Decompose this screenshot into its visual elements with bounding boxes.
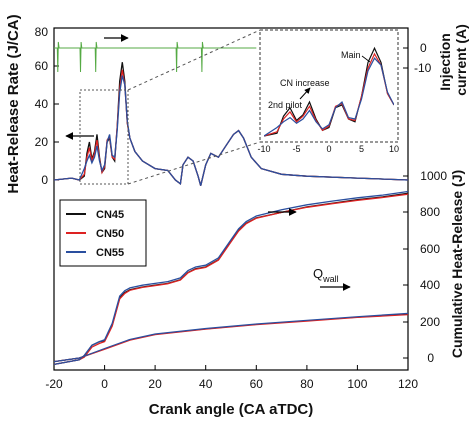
cn-increase-arrow [299, 87, 311, 100]
legend-label-cn45: CN45 [96, 209, 124, 221]
left-tick-label: 20 [35, 135, 49, 149]
inset-x-tick-label: 5 [359, 144, 364, 154]
inset-annotation-main-pointer [361, 55, 371, 63]
x-axis-title: Crank angle (CA aTDC) [149, 401, 313, 418]
inset-plot [264, 46, 394, 137]
inset: -10 -5 0 5 10 Main CN increase 2nd pilot [257, 29, 399, 154]
plot-area [54, 41, 408, 366]
hrr-line-cn55 [54, 75, 408, 186]
x-tick-label: 60 [250, 377, 264, 391]
inset-line-cn55 [264, 57, 394, 137]
right-top-axis-title-line1: Injection [437, 33, 453, 91]
left-tick-label: 40 [35, 97, 49, 111]
inset-annotation-main: Main [341, 50, 361, 60]
legend-label-cn55: CN55 [96, 247, 124, 259]
right-top-axis-title-line2: current (A) [453, 24, 469, 96]
injection-current-line [54, 41, 257, 73]
x-tick-label: -20 [45, 377, 63, 391]
left-tick-label: 0 [41, 173, 48, 187]
qwall-line-cn55 [54, 312, 408, 363]
zoom-region [79, 89, 129, 185]
x-tick-label: 40 [199, 377, 213, 391]
zoom-connector [127, 141, 261, 185]
right-bottom-tick-label: 800 [420, 205, 440, 219]
x-tick-label: 100 [347, 377, 367, 391]
right-top-tick-label: -10 [414, 61, 432, 75]
right-bottom-tick-label: 0 [427, 351, 434, 365]
right-bottom-tick-label: 200 [420, 315, 440, 329]
left-axis: 0 20 40 60 80 Heat-Release Rate (J/CA) [5, 14, 59, 194]
right-top-tick-label: 0 [420, 41, 427, 55]
x-tick-label: 20 [148, 377, 162, 391]
inset-annotation-cn-increase: CN increase [280, 78, 330, 88]
qwall-label-q: Q [313, 266, 323, 281]
inset-x-tick-label: -10 [257, 144, 270, 154]
left-tick-label: 60 [35, 59, 49, 73]
right-top-axis: 0 -10 Injection current (A) [403, 24, 469, 96]
qwall-label: Qwall [313, 266, 339, 284]
qwall-line-cn50 [54, 314, 408, 363]
inset-x-tick-label: 10 [389, 144, 399, 154]
right-bottom-axis: 0 200 400 600 800 1000 Cumulative Heat-R… [403, 169, 465, 365]
right-bottom-tick-label: 600 [420, 242, 440, 256]
plot-frame [53, 27, 409, 371]
inset-x-tick-label: -5 [292, 144, 300, 154]
inset-annotation-2nd-pilot: 2nd pilot [268, 100, 303, 110]
right-top-axis-title: Injection current (A) [437, 24, 469, 96]
cumulative-line-cn55 [54, 190, 408, 366]
right-bottom-axis-title: Cumulative Heat-Release (J) [449, 170, 465, 358]
x-tick-label: 0 [101, 377, 108, 391]
left-axis-title: Heat-Release Rate (J/CA) [5, 14, 22, 193]
x-tick-label: 120 [398, 377, 418, 391]
right-bottom-tick-label: 1000 [420, 169, 447, 183]
left-tick-label: 80 [35, 25, 49, 39]
legend-label-cn50: CN50 [96, 228, 124, 240]
zoom-connector [127, 29, 261, 91]
qwall-label-sub: wall [322, 274, 339, 284]
right-bottom-tick-label: 400 [420, 278, 440, 292]
x-tick-label: 80 [300, 377, 314, 391]
inset-x-tick-label: 0 [326, 144, 331, 154]
legend: CN45 CN50 CN55 [59, 199, 147, 267]
x-axis: -20 0 20 40 60 80 100 120 Crank angle (C… [45, 365, 418, 418]
